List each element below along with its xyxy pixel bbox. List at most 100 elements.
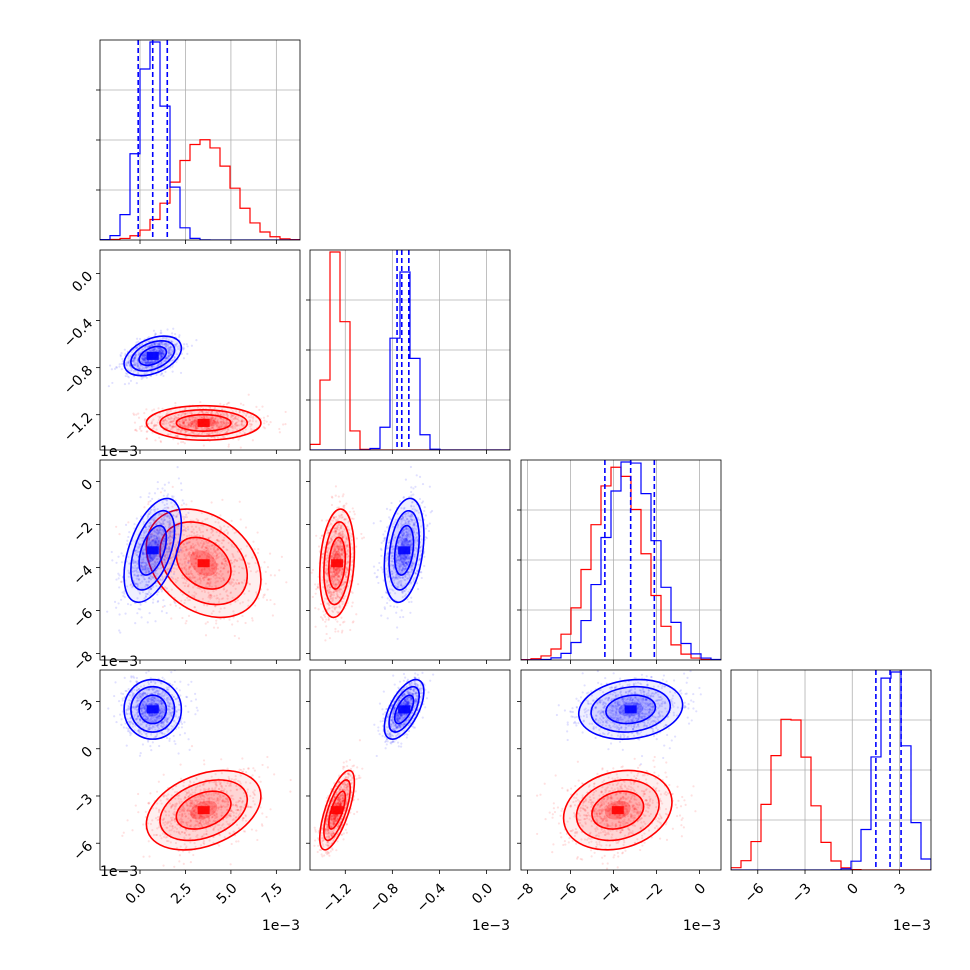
scatter-point [173,570,176,573]
scatter-point [156,528,159,531]
scatter-point [248,562,251,565]
scatter-point [178,550,181,554]
scatter-point [174,435,177,438]
scatter-point [216,564,219,567]
scatter-point [120,368,123,371]
scatter-point [154,342,157,345]
scatter-point [182,420,186,424]
scatter-point [132,559,135,562]
scatter-point [255,405,258,409]
scatter-point [134,364,137,367]
scatter-point [148,559,151,562]
scatter-point [183,515,187,519]
scatter-point [170,425,173,428]
scatter-point [240,418,244,421]
scatter-point [177,477,180,480]
scatter-point [223,414,226,417]
scatter-point [239,558,242,561]
scatter-point [344,573,347,576]
scatter-point [207,578,210,581]
scatter-point [139,425,142,428]
scatter-point [224,560,227,563]
scatter-point [188,540,192,544]
scatter-point [222,558,225,561]
scatter-point [221,597,225,600]
scatter-point [197,543,200,546]
scatter-point [196,578,199,581]
scatter-point [248,419,252,422]
scatter-point [222,577,225,580]
scatter-point [261,405,264,408]
scatter-point [332,596,335,599]
scatter-point [332,550,335,553]
scatter-point [177,428,180,431]
scatter-point [331,599,335,602]
scatter-point [154,541,157,544]
scatter-point [343,580,346,584]
scatter-point [244,428,247,431]
scatter-point [149,499,152,503]
scatter-point [168,525,171,528]
scatter-point [200,568,203,572]
scatter-point [159,349,162,352]
scatter-point [350,590,353,593]
scatter-point [158,350,161,353]
scatter-point [190,546,194,549]
scatter-point [211,530,214,533]
scatter-point [160,351,164,354]
scatter-point [200,432,204,435]
scatter-point [212,424,215,428]
scatter-point [151,533,154,537]
scatter-point [136,612,139,615]
scatter-point [208,569,212,572]
scatter-point [113,367,117,370]
scatter-point [213,406,217,410]
scatter-point [144,360,147,364]
scatter-point [158,545,162,548]
scatter-point [149,567,153,570]
scatter-point [401,569,404,572]
scatter-point [136,585,139,588]
scatter-point [235,559,238,563]
scatter-point [212,420,216,423]
scatter-point [154,508,157,511]
scatter-point [143,358,146,361]
scatter-point [145,366,148,369]
scatter-point [320,519,324,522]
scatter-point [346,544,349,547]
scatter-point [336,567,339,571]
scatter-point [207,594,211,597]
scatter-point [173,600,176,604]
scatter-point [212,610,215,613]
scatter-point [212,419,215,423]
scatter-point [409,571,412,574]
scatter-point [133,359,136,362]
scatter-point [164,345,167,348]
scatter-point [185,503,188,506]
scatter-point [145,530,148,533]
scatter-point [225,413,228,416]
scatter-point [133,567,136,570]
scatter-point [184,560,187,563]
scatter-point [337,544,340,548]
scatter-point [247,393,250,396]
scatter-point [341,568,344,571]
scatter-point [401,576,404,579]
scatter-point [149,556,152,560]
scatter-point [344,537,348,540]
scatter-point [203,590,207,593]
scatter-point [336,610,339,613]
scatter-point [155,555,158,558]
scatter-point [403,523,406,526]
scatter-point [183,562,186,565]
scatter-point [220,421,223,424]
scatter-point [131,359,135,362]
scatter-point [329,537,333,540]
scatter-point [157,530,160,533]
scatter-point [225,421,228,425]
scatter-point [216,539,219,542]
scatter-point [144,526,148,529]
scatter-point [402,540,405,543]
scatter-point [161,576,164,579]
scatter-point [199,581,202,585]
